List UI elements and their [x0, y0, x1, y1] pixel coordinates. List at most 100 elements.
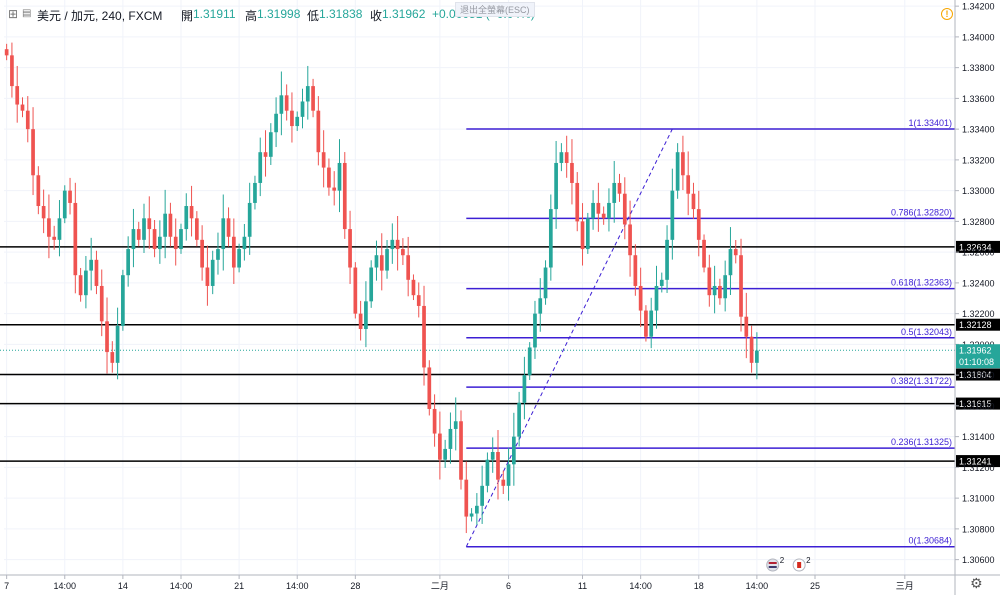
- candle-body: [147, 218, 152, 230]
- candle-body: [670, 190, 675, 240]
- candle-body: [390, 239, 395, 250]
- candle-body: [712, 285, 717, 296]
- candle-body: [242, 236, 247, 250]
- candle-body: [374, 255, 379, 268]
- candle-body: [305, 86, 310, 102]
- candle-body: [607, 202, 611, 219]
- candle-body: [601, 213, 606, 219]
- candle-body: [105, 321, 109, 353]
- price-tick-label: 1.30600: [962, 555, 995, 565]
- candle-body: [126, 249, 131, 276]
- low-value: 1.31838: [319, 7, 363, 21]
- candle-body: [84, 270, 88, 296]
- candle-body: [99, 285, 104, 322]
- time-axis[interactable]: 7 14:00 14 14:00 21 14:00 28 二月 6 11 14:00 18 14:00 2…: [0, 574, 1000, 591]
- candle-body: [385, 249, 389, 271]
- time-tick-label: 14: [118, 581, 128, 591]
- time-tick-label: 14:00: [629, 581, 652, 591]
- symbol-title[interactable]: 美元 / 加元, 240, FXCM: [37, 9, 163, 23]
- candle-body: [179, 229, 183, 250]
- chart-type-icon[interactable]: ▤: [22, 8, 32, 19]
- candle-body: [152, 229, 157, 250]
- fib-level-label: 0.618(1.32363): [891, 278, 952, 288]
- price-tick-label: 1.31200: [962, 463, 995, 473]
- candle-body: [707, 267, 712, 296]
- fibonacci-retracement[interactable]: 1(1.33401) 0.786(1.32820) 0.618(1.32363) 0.…: [465, 118, 955, 548]
- candle-body: [25, 110, 30, 130]
- candle-body: [464, 479, 469, 517]
- price-axis[interactable]: 1.34200 1.34000 1.33800 1.33600 1.33400 1.332…: [954, 0, 1000, 595]
- candle-body: [416, 295, 421, 306]
- candle-body: [78, 275, 83, 296]
- fib-trend-line[interactable]: [465, 128, 673, 547]
- time-tick-label: 28: [350, 581, 360, 591]
- candle-body: [163, 213, 167, 237]
- candle-body: [110, 352, 115, 363]
- candle-body: [20, 104, 25, 111]
- fib-level-label: 0.382(1.31722): [891, 376, 952, 386]
- fib-level-label: 0.236(1.31325): [891, 437, 952, 447]
- candle-body: [395, 239, 400, 250]
- candle-body: [596, 202, 601, 214]
- candle-body: [173, 236, 178, 250]
- candle-body: [506, 464, 511, 486]
- candle-body: [691, 193, 696, 210]
- fib-level-label: 0.5(1.32043): [901, 327, 952, 337]
- candle-body: [189, 206, 194, 219]
- candle-body: [121, 275, 125, 326]
- candle-body: [337, 162, 342, 191]
- price-tick-label: 1.31000: [962, 494, 995, 504]
- candle-body: [675, 152, 680, 191]
- price-tick-label: 1.31400: [962, 432, 995, 442]
- candle-body: [654, 285, 659, 311]
- horizontal-line-label: 1.31804: [959, 370, 992, 380]
- candle-body: [311, 86, 315, 111]
- candle-body: [490, 452, 495, 460]
- time-tick-label: 18: [694, 581, 704, 591]
- candle-body: [321, 152, 326, 168]
- candle-body: [4, 49, 9, 56]
- time-tick-label: 21: [234, 581, 244, 591]
- candle-body: [718, 285, 722, 299]
- candle-body: [327, 167, 331, 188]
- candle-body: [274, 113, 278, 133]
- time-tick-label: 7: [4, 581, 9, 591]
- candle-body: [284, 95, 289, 111]
- candle-body: [649, 310, 654, 337]
- ca-event-count: 2: [806, 556, 811, 565]
- candle-body: [47, 218, 51, 237]
- candle-body: [453, 421, 458, 429]
- time-tick-label: 14:00: [53, 581, 76, 591]
- candle-body: [681, 152, 685, 176]
- horizontal-line-label-bg: [956, 397, 1000, 410]
- open-label: 開: [181, 9, 194, 23]
- ca-flag-leaf: [797, 562, 802, 568]
- candle-body: [73, 202, 78, 276]
- candle-body: [728, 249, 733, 276]
- candle-body: [263, 152, 268, 157]
- horizontal-line-label-bg: [956, 318, 1000, 331]
- candle-body: [57, 218, 62, 240]
- exit-fullscreen-hint[interactable]: 退出全螢幕(ESC): [455, 2, 535, 17]
- candle-body: [496, 452, 500, 480]
- price-tick-label: 1.32800: [962, 217, 995, 227]
- candle-body: [517, 402, 521, 437]
- settings-gear-icon[interactable]: ⚙: [970, 575, 983, 591]
- candle-body: [168, 213, 173, 237]
- alert-icon[interactable]: !: [941, 8, 953, 20]
- horizontal-lines[interactable]: 1.32634 1.32128 1.31804 1.31615 1.31241: [0, 240, 1000, 468]
- us-flag-icon[interactable]: [766, 558, 780, 572]
- time-tick-label: 14:00: [746, 581, 769, 591]
- layout-icon[interactable]: ⊞: [8, 7, 19, 21]
- candle-body: [438, 433, 442, 460]
- candle-body: [543, 267, 548, 299]
- candle-body: [342, 162, 347, 230]
- candle-body: [131, 229, 136, 250]
- candle-body: [115, 325, 120, 363]
- price-tick-label: 1.33800: [962, 63, 995, 73]
- candle-body: [158, 236, 162, 250]
- candle-body: [533, 313, 537, 348]
- high-label: 高: [245, 9, 258, 23]
